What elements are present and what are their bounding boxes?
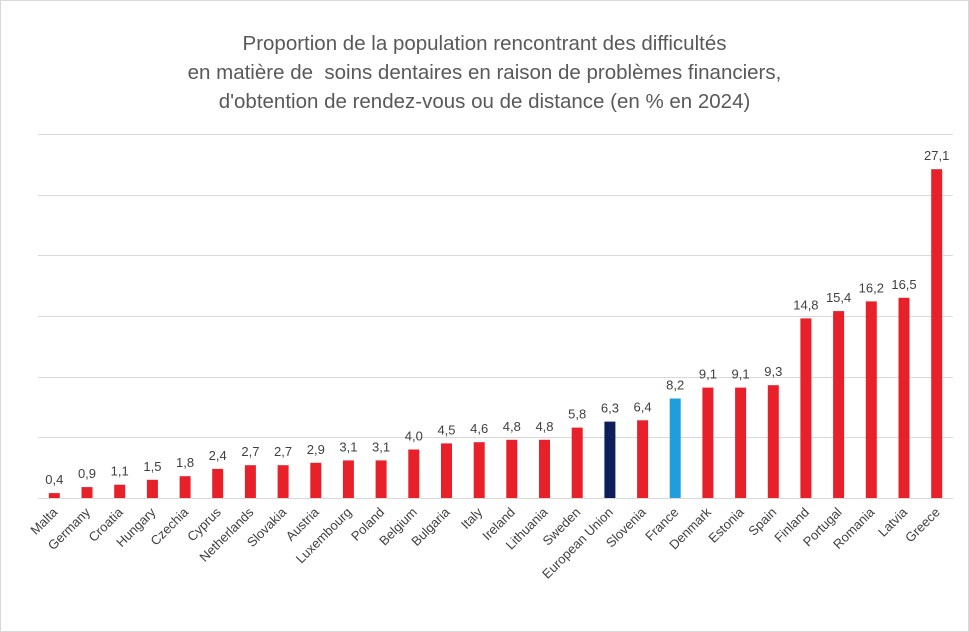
bar-denmark (702, 387, 714, 498)
value-label-portugal: 15,4 (826, 290, 851, 305)
value-label-netherlands: 2,7 (241, 444, 259, 459)
bar-austria (310, 462, 322, 498)
bar-luxembourg (342, 460, 354, 498)
bar-romania (865, 301, 877, 498)
value-label-poland: 3,1 (372, 439, 390, 454)
value-label-luxembourg: 3,1 (339, 439, 357, 454)
bar-malta (48, 493, 60, 498)
bar-sweden (571, 427, 583, 498)
bar-croatia (114, 484, 126, 498)
value-label-denmark: 9,1 (699, 367, 717, 382)
chart-title-line-1: Proportion de la population rencontrant … (242, 32, 727, 55)
value-label-germany: 0,9 (78, 466, 96, 481)
bar-bulgaria (441, 443, 452, 498)
value-label-hungary: 1,5 (143, 459, 161, 474)
chart-title-line-3: d'obtention de rendez-vous ou de distanc… (218, 90, 751, 113)
category-label-czechia: Czechia (147, 504, 191, 548)
bar-finland (800, 318, 812, 498)
bar-slovenia (637, 420, 649, 498)
value-labels: 0,4 0,9 1,1 1,5 1,8 2,4 2,7 2,7 2,9 3,1 3,1 4,0 4,5 4… (45, 148, 949, 487)
bar-latvia (898, 297, 910, 498)
value-label-france: 8,2 (666, 378, 684, 393)
bars (48, 169, 943, 498)
bar-ireland (506, 439, 518, 498)
value-label-austria: 2,9 (307, 442, 325, 457)
value-label-malta: 0,4 (45, 472, 63, 487)
bar-european-union (604, 421, 616, 498)
value-label-cyprus: 2,4 (209, 448, 227, 463)
value-label-greece: 27,1 (924, 148, 949, 163)
value-label-ireland: 4,8 (503, 419, 521, 434)
bar-germany (81, 487, 93, 498)
bar-france (669, 398, 681, 498)
bar-hungary (146, 479, 158, 498)
value-label-czechia: 1,8 (176, 455, 194, 470)
value-label-lithuania: 4,8 (535, 419, 553, 434)
value-label-slovakia: 2,7 (274, 444, 292, 459)
bar-belgium (408, 449, 420, 498)
category-labels: MaltaGermanyCroatiaHungaryCzechiaCyprusN… (27, 504, 942, 582)
category-label-greece: Greece (902, 505, 943, 546)
value-label-croatia: 1,1 (111, 464, 129, 479)
value-label-italy: 4,6 (470, 421, 488, 436)
value-label-slovenia: 6,4 (634, 399, 652, 414)
value-label-estonia: 9,1 (732, 367, 750, 382)
bar-lithuania (539, 439, 550, 498)
value-label-european-union: 6,3 (601, 401, 619, 416)
value-label-sweden: 5,8 (568, 407, 586, 422)
bar-greece (931, 169, 943, 498)
value-label-bulgaria: 4,5 (437, 422, 455, 437)
bar-poland (375, 460, 387, 498)
chart-title: Proportion de la population rencontrant … (0, 29, 969, 116)
category-label-estonia: Estonia (705, 504, 747, 546)
bar-slovakia (277, 465, 289, 498)
value-label-finland: 14,8 (793, 297, 818, 312)
value-label-latvia: 16,5 (891, 277, 916, 292)
bar-cyprus (212, 468, 224, 498)
bar-czechia (179, 476, 191, 498)
category-label-italy: Italy (458, 504, 486, 532)
chart-title-line-2: en matière de soins dentaires en raison … (187, 61, 782, 84)
bar-estonia (735, 387, 747, 498)
value-label-romania: 16,2 (859, 280, 884, 295)
gridlines (38, 134, 953, 499)
bar-netherlands (244, 465, 256, 498)
bar-italy (473, 442, 485, 498)
bar-portugal (833, 311, 845, 498)
value-label-belgium: 4,0 (405, 429, 423, 444)
value-label-spain: 9,3 (764, 364, 782, 379)
bar-spain (767, 385, 779, 498)
